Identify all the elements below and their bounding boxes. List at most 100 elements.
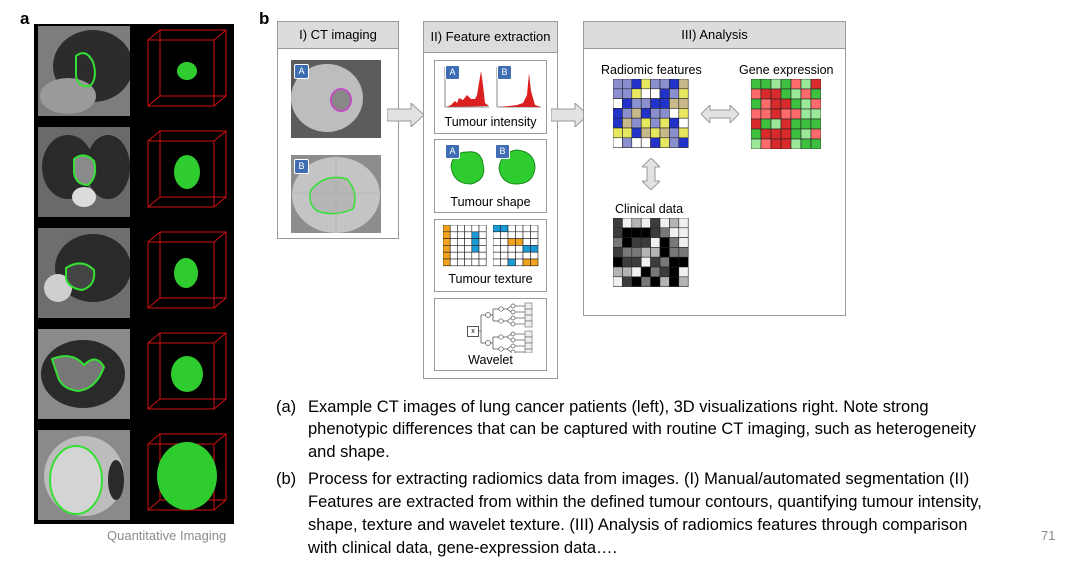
texture-cell [493,258,501,267]
texture-cell [471,245,480,253]
gene-cell [790,118,802,130]
intensity-badge-a: A [445,65,460,80]
radiomic-cell [659,98,670,109]
gene-cell [790,88,802,100]
texture-cell [471,251,480,260]
clinical-cell [631,256,642,268]
clinical-cell [678,256,689,268]
stage-feature-extraction-title: II) Feature extraction [424,22,557,53]
texture-cell [457,231,465,239]
stage-ct-imaging: I) CT imaging A B [277,21,399,239]
texture-cell [530,251,539,260]
texture-cell [493,238,501,246]
radiomic-cell [650,108,661,119]
texture-cell [507,238,516,246]
radiomic-cell [659,108,670,119]
gene-cell [770,79,782,90]
stage-ct-imaging-title: I) CT imaging [278,22,398,49]
3d-render-1 [140,26,232,116]
texture-cell [449,231,458,239]
gene-cell [770,108,782,120]
clinical-cell [631,276,642,287]
gene-cell [751,128,762,140]
texture-cell [464,245,473,253]
texture-cell [515,225,524,233]
gene-cell [790,98,802,110]
texture-cell [515,231,524,239]
gene-cell [751,108,762,120]
gene-matrix [751,79,821,149]
clinical-matrix [613,218,689,287]
caption-b-line4: with clinical data, gene-expression data… [308,539,618,557]
texture-cell [449,238,458,246]
3d-render-2 [140,127,232,217]
gene-cell [780,79,792,90]
clinical-cell [650,218,661,229]
wavelet-input-node: x [467,326,479,337]
gene-cell [800,79,812,90]
texture-cell [478,251,487,260]
texture-cell [493,245,501,253]
gene-cell [760,118,772,130]
gene-expression-label: Gene expression [739,63,834,77]
texture-cell [457,251,465,260]
gene-cell [760,108,772,120]
clinical-cell [631,266,642,278]
radiomic-cell [631,108,642,119]
texture-cell [530,258,539,267]
texture-cell [507,258,516,267]
texture-cell [464,238,473,246]
clinical-cell [622,276,633,287]
texture-cell [515,238,524,246]
clinical-cell [669,276,680,287]
radiomic-cell [650,127,661,139]
radiomic-cell [659,137,670,148]
radiomic-cell [640,117,651,129]
clinical-cell [631,247,642,258]
gene-cell [760,98,772,110]
caption-a-line1: Example CT images of lung cancer patient… [308,398,929,416]
texture-cell [493,231,501,239]
texture-cell [515,245,524,253]
radiomic-cell [631,88,642,99]
radiomic-cell [640,108,651,119]
radiomic-cell [631,137,642,148]
clinical-cell [622,247,633,258]
caption-b-line3: shape, texture and wavelet texture. (III… [308,516,968,534]
ct-slice-1 [38,26,130,116]
caption-a-marker: (a) [276,398,297,416]
3d-render-3 [140,228,232,318]
texture-cell [478,231,487,239]
texture-cell [507,251,516,260]
caption-a-line3: and shape. [308,443,390,461]
clinical-cell [650,247,661,258]
radiomic-cell [650,137,661,148]
texture-cell [507,231,516,239]
radiomic-cell [613,127,623,139]
panel-a-letter: a [20,9,30,28]
caption-b-line1: Process for extracting radiomics data fr… [308,470,970,488]
gene-cell [810,118,821,130]
feature-wavelet-label: Wavelet [468,353,513,367]
clinical-cell [622,227,633,238]
radiomic-cell [669,117,680,129]
clinical-cell [631,218,642,229]
gene-cell [800,128,812,140]
radiomic-cell [631,127,642,139]
caption-a-line2: phenotypic differences that can be captu… [308,420,977,438]
texture-cell [500,251,509,260]
clinical-cell [659,237,670,248]
ct-image-a [291,60,381,138]
panel-b-letter: b [259,9,270,28]
radiomic-cell [631,98,642,109]
texture-cell [457,245,465,253]
clinical-cell [613,237,623,248]
gene-cell [770,138,782,149]
gene-cell [751,118,762,130]
clinical-cell [613,276,623,287]
texture-cell [530,245,539,253]
clinical-cell [659,256,670,268]
gene-cell [790,108,802,120]
radiomic-cell [650,79,661,90]
radiomic-cell [622,127,633,139]
